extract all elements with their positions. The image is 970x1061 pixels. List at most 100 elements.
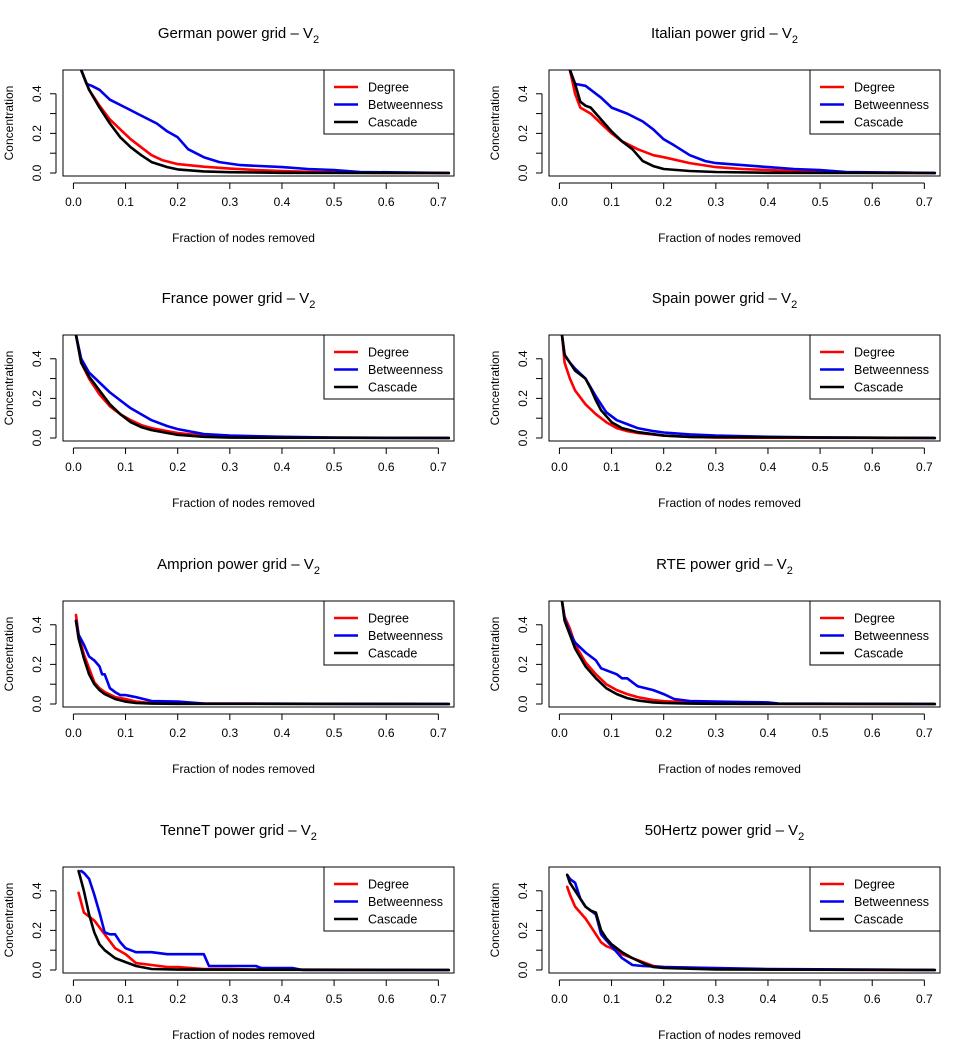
y-axis-label: Concentration <box>488 86 502 161</box>
chart-title: German power grid – V2 <box>158 25 319 46</box>
legend-label-degree: Degree <box>854 612 895 626</box>
x-tick-label: 0.5 <box>326 992 343 1006</box>
x-tick-label: 0.1 <box>117 992 134 1006</box>
x-axis-label: Fraction of nodes removed <box>658 231 801 245</box>
x-tick-label: 0.2 <box>655 726 672 740</box>
y-tick-label: 0.0 <box>30 164 44 181</box>
panel-1: German power grid – V2 0.0 0.1 0.2 0.3 0.4 0.5… <box>2 25 455 245</box>
y-tick-label: 0.2 <box>30 656 44 673</box>
legend-label-betweenness: Betweenness <box>854 363 929 377</box>
x-tick-label: 0.4 <box>274 195 291 209</box>
x-tick-label: 0.0 <box>65 195 82 209</box>
legend-label-betweenness: Betweenness <box>368 629 443 643</box>
x-tick-label: 0.6 <box>378 726 395 740</box>
legend-label-cascade: Cascade <box>854 116 903 130</box>
x-tick-label: 0.6 <box>864 195 881 209</box>
y-tick-label: 0.0 <box>30 961 44 978</box>
legend-label-degree: Degree <box>368 346 409 360</box>
x-tick-label: 0.5 <box>812 726 829 740</box>
x-tick-label: 0.1 <box>117 726 134 740</box>
x-tick-label: 0.0 <box>65 992 82 1006</box>
x-tick-label: 0.2 <box>169 992 186 1006</box>
y-tick-label: 0.0 <box>516 961 530 978</box>
x-tick-label: 0.5 <box>326 195 343 209</box>
y-tick-label: 0.0 <box>516 695 530 712</box>
legend-label-betweenness: Betweenness <box>368 363 443 377</box>
x-tick-label: 0.2 <box>169 460 186 474</box>
legend-label-cascade: Cascade <box>368 381 417 395</box>
x-tick-label: 0.3 <box>221 992 238 1006</box>
x-tick-label: 0.5 <box>326 726 343 740</box>
y-tick-label: 0.4 <box>516 882 530 899</box>
x-tick-label: 0.6 <box>378 195 395 209</box>
x-tick-label: 0.1 <box>117 195 134 209</box>
x-tick-label: 0.7 <box>916 460 933 474</box>
x-axis-label: Fraction of nodes removed <box>658 762 801 776</box>
y-axis-label: Concentration <box>488 351 502 426</box>
legend-label-cascade: Cascade <box>854 647 903 661</box>
x-tick-label: 0.1 <box>603 992 620 1006</box>
x-tick-label: 0.0 <box>551 726 568 740</box>
chart-title: Amprion power grid – V2 <box>157 556 320 577</box>
x-tick-label: 0.3 <box>221 195 238 209</box>
series-line-cascade <box>565 873 937 972</box>
series-line-cascade <box>74 619 451 706</box>
y-tick-label: 0.2 <box>30 390 44 407</box>
legend-box <box>323 600 455 666</box>
x-tick-label: 0.3 <box>221 726 238 740</box>
legend-box <box>809 334 941 400</box>
legend-label-degree: Degree <box>854 878 895 892</box>
y-tick-label: 0.2 <box>30 125 44 142</box>
x-axis-label: Fraction of nodes removed <box>172 1028 315 1042</box>
x-tick-label: 0.4 <box>760 195 777 209</box>
x-axis-label: Fraction of nodes removed <box>172 496 315 510</box>
series-line-betweenness <box>74 619 451 706</box>
series-line-betweenness <box>560 601 937 706</box>
y-tick-label: 0.4 <box>516 616 530 633</box>
y-tick-label: 0.4 <box>516 350 530 367</box>
legend-label-degree: Degree <box>854 81 895 95</box>
x-tick-label: 0.0 <box>65 726 82 740</box>
y-axis-label: Concentration <box>488 883 502 958</box>
legend-box <box>323 866 455 932</box>
panel-7: TenneT power grid – V2 0.0 0.1 0.2 0.3 0.4 0.5… <box>2 822 455 1042</box>
series-line-cascade <box>79 70 451 175</box>
y-axis-label: Concentration <box>2 883 16 958</box>
y-tick-label: 0.0 <box>30 695 44 712</box>
x-tick-label: 0.2 <box>655 460 672 474</box>
legend-label-cascade: Cascade <box>854 381 903 395</box>
x-axis-label: Fraction of nodes removed <box>658 496 801 510</box>
x-tick-label: 0.7 <box>430 992 447 1006</box>
x-tick-label: 0.3 <box>707 460 724 474</box>
x-tick-label: 0.6 <box>864 460 881 474</box>
legend-label-degree: Degree <box>368 81 409 95</box>
x-axis-label: Fraction of nodes removed <box>172 231 315 245</box>
x-tick-label: 0.6 <box>864 726 881 740</box>
y-axis-label: Concentration <box>488 617 502 692</box>
x-tick-label: 0.4 <box>760 460 777 474</box>
legend-label-cascade: Cascade <box>368 647 417 661</box>
legend-label-betweenness: Betweenness <box>854 629 929 643</box>
series-line-betweenness <box>74 335 451 440</box>
x-tick-label: 0.7 <box>916 726 933 740</box>
legend-box <box>323 334 455 400</box>
y-tick-label: 0.4 <box>30 882 44 899</box>
x-tick-label: 0.3 <box>707 726 724 740</box>
x-tick-label: 0.1 <box>603 195 620 209</box>
chart-title: 50Hertz power grid – V2 <box>645 822 805 843</box>
series-line-betweenness <box>79 869 451 972</box>
x-tick-label: 0.5 <box>812 992 829 1006</box>
legend-label-betweenness: Betweenness <box>368 98 443 112</box>
x-tick-label: 0.4 <box>760 726 777 740</box>
legend-box <box>809 69 941 135</box>
x-tick-label: 0.4 <box>760 992 777 1006</box>
series-line-cascade <box>77 869 451 972</box>
x-tick-label: 0.1 <box>603 460 620 474</box>
x-tick-label: 0.7 <box>916 992 933 1006</box>
x-tick-label: 0.1 <box>603 726 620 740</box>
x-tick-label: 0.7 <box>916 195 933 209</box>
legend-label-degree: Degree <box>368 612 409 626</box>
y-tick-label: 0.4 <box>30 85 44 102</box>
x-tick-label: 0.5 <box>812 460 829 474</box>
